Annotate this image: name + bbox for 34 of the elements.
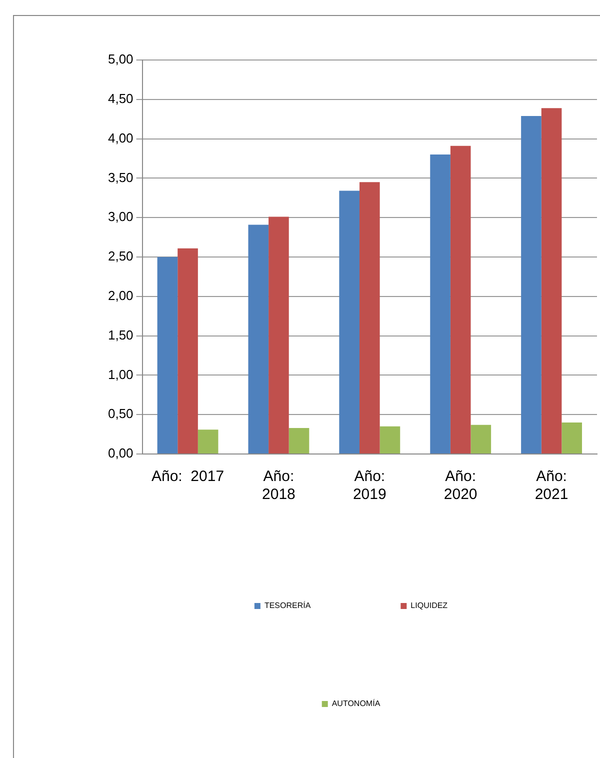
bar (339, 190, 360, 454)
bar (541, 108, 562, 454)
x-tick-label: Año: 2017 (151, 468, 224, 486)
y-tick-label: 0,50 (108, 406, 134, 422)
y-tick-label: 5,00 (108, 52, 134, 67)
x-tick-label: Año: 2021 (534, 468, 568, 504)
bar (178, 248, 198, 454)
bar (562, 422, 582, 454)
y-tick-label: 4,50 (108, 90, 134, 106)
bar (380, 426, 400, 454)
bar (198, 430, 218, 454)
legend-label: LIQUIDEZ (410, 601, 448, 610)
bar (157, 257, 178, 454)
legend-label: AUTONOMÍA (332, 699, 381, 708)
x-tick-label: Año: 2019 (352, 468, 386, 504)
bar (450, 146, 471, 454)
y-tick-label: 3,00 (108, 209, 134, 224)
y-tick-label: 3,50 (108, 170, 134, 185)
bar (268, 216, 289, 454)
bar (288, 428, 310, 454)
bar (430, 154, 450, 454)
bar (521, 116, 542, 454)
y-tick-label: 1,00 (108, 366, 134, 382)
y-tick-label: 4,00 (108, 130, 134, 146)
bar (470, 424, 492, 454)
x-tick-label: Año: 2018 (262, 468, 296, 504)
bar (359, 182, 380, 454)
legend-label: TESORERÍA (264, 601, 312, 610)
y-tick-label: 1,50 (108, 327, 134, 342)
y-tick-label: 0,00 (108, 446, 134, 461)
x-tick-label: Año: 2020 (444, 468, 478, 504)
y-tick-label: 2,50 (108, 248, 134, 264)
y-tick-label: 2,00 (108, 288, 134, 303)
bar (248, 224, 269, 454)
